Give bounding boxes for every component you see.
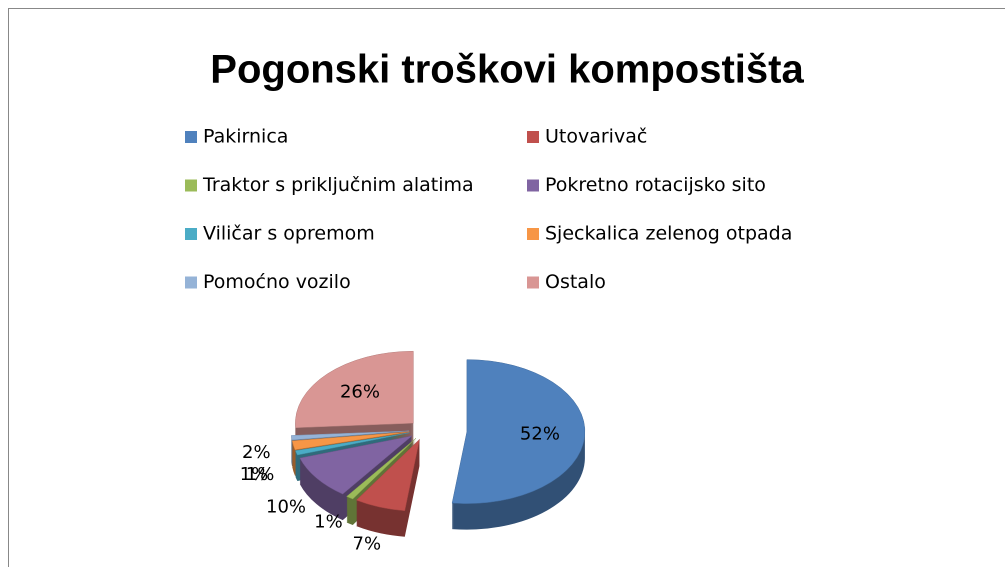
data-label: 10% — [266, 496, 306, 517]
legend-swatch — [527, 179, 539, 192]
data-label: 1% — [246, 464, 275, 485]
slice — [451, 359, 586, 504]
legend-label: Traktor s priključnim alatima — [202, 174, 474, 196]
legend-label: Ostalo — [545, 271, 606, 293]
legend-swatch — [527, 131, 539, 143]
slice — [295, 350, 414, 428]
slice — [291, 431, 410, 451]
legend-label: Sjeckalica zelenog otpada — [545, 223, 792, 245]
data-label: 26% — [340, 382, 380, 403]
data-label: 2% — [242, 442, 271, 463]
data-label: 52% — [520, 423, 560, 444]
legend-swatch — [527, 276, 539, 289]
legend-swatch — [527, 228, 539, 240]
slice — [294, 432, 410, 456]
legend-swatch — [185, 276, 197, 289]
data-label: 1% — [314, 511, 343, 532]
legend-swatch — [185, 179, 197, 192]
data-label: 1% — [240, 464, 269, 485]
chart-title: Pogonski troškovi kompostišta — [210, 48, 804, 92]
legend-label: Pakirnica — [203, 126, 288, 148]
data-label: 7% — [353, 533, 382, 554]
legend-swatch — [185, 228, 197, 240]
slice — [346, 438, 417, 500]
slice — [355, 438, 420, 512]
legend-label: Pokretno rotacijsko sito — [545, 174, 766, 196]
legend-swatch — [185, 131, 197, 143]
legend-label: Pomoćno vozilo — [203, 271, 351, 293]
legend-label: Utovarivač — [545, 126, 647, 148]
legend-label: Viličar s opremom — [203, 223, 375, 245]
slice — [299, 435, 413, 495]
slice — [291, 430, 410, 441]
